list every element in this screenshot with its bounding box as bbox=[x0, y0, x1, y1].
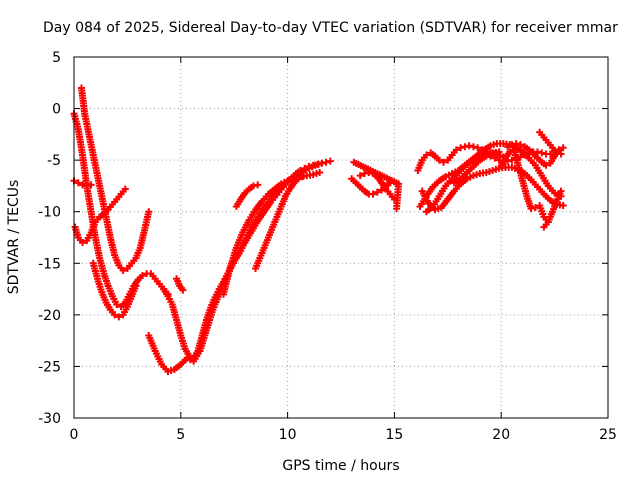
plot-frame bbox=[73, 56, 609, 419]
data-point bbox=[512, 140, 520, 148]
data-point bbox=[326, 157, 334, 165]
data-point bbox=[474, 144, 482, 152]
data-point bbox=[296, 166, 304, 174]
series-track-14 bbox=[350, 158, 403, 213]
data-point bbox=[145, 208, 153, 216]
y-tick-label: -10 bbox=[38, 205, 61, 221]
series-track-22 bbox=[536, 128, 565, 158]
data-point bbox=[249, 182, 257, 190]
data-point bbox=[452, 146, 460, 154]
x-tick-label: 0 bbox=[70, 427, 79, 443]
data-point bbox=[457, 144, 465, 152]
x-tick-label: 5 bbox=[176, 427, 185, 443]
axis-ticks: 0 5 10 15 20 25 -30 -25 -20 -15 -10 -5 0 5 bbox=[38, 50, 617, 443]
data-point bbox=[538, 149, 546, 157]
data-point bbox=[132, 282, 140, 290]
data-point bbox=[115, 313, 123, 321]
series-track-5 bbox=[89, 259, 140, 321]
data-point bbox=[534, 148, 542, 156]
data-point bbox=[121, 185, 129, 193]
data-point bbox=[542, 161, 550, 169]
data-point bbox=[309, 161, 317, 169]
data-point bbox=[299, 173, 307, 181]
data-point bbox=[74, 179, 82, 187]
series-track-18 bbox=[422, 149, 507, 216]
data-point bbox=[301, 164, 309, 172]
data-point bbox=[557, 150, 565, 158]
series-track-11 bbox=[232, 181, 262, 211]
data-point bbox=[322, 158, 330, 166]
series-track-21 bbox=[504, 140, 563, 169]
data-point bbox=[111, 311, 119, 319]
data-point bbox=[559, 202, 567, 210]
data-point bbox=[138, 272, 146, 280]
data-point bbox=[435, 156, 443, 164]
data-point bbox=[516, 141, 524, 149]
series-track-20 bbox=[497, 146, 552, 226]
data-point bbox=[393, 205, 401, 213]
data-point bbox=[79, 181, 87, 189]
data-point bbox=[294, 175, 302, 183]
data-point bbox=[440, 158, 448, 166]
data-point bbox=[465, 142, 473, 150]
data-point bbox=[87, 181, 95, 189]
x-tick-label: 20 bbox=[492, 427, 510, 443]
y-tick-label: -5 bbox=[47, 153, 61, 169]
data-point bbox=[527, 205, 535, 213]
data-point bbox=[179, 286, 187, 294]
data-point bbox=[508, 141, 516, 149]
data-point bbox=[557, 187, 565, 195]
series-track-4 bbox=[77, 84, 153, 275]
series-track-17 bbox=[418, 163, 567, 214]
series-track-23 bbox=[540, 187, 565, 231]
chart-title: Day 084 of 2025, Sidereal Day-to-day VTE… bbox=[43, 20, 618, 36]
y-tick-label: 5 bbox=[52, 50, 61, 66]
series-track-19 bbox=[450, 148, 503, 187]
series-track-10 bbox=[252, 173, 307, 272]
data-point bbox=[422, 151, 430, 159]
data-point bbox=[314, 160, 322, 168]
y-tick-label: -25 bbox=[38, 359, 61, 375]
data-point bbox=[316, 169, 324, 177]
data-point bbox=[553, 149, 561, 157]
y-tick-label: -20 bbox=[38, 308, 61, 324]
data-point bbox=[356, 172, 364, 180]
y-tick-label: -30 bbox=[38, 411, 61, 427]
y-tick-label: 0 bbox=[52, 102, 61, 118]
data-point bbox=[254, 181, 262, 189]
data-point bbox=[461, 143, 469, 151]
x-tick-label: 10 bbox=[279, 427, 297, 443]
data-point bbox=[495, 148, 503, 156]
data-point bbox=[369, 190, 377, 198]
series-track-13 bbox=[356, 169, 398, 203]
data-point bbox=[491, 154, 499, 162]
data-point bbox=[504, 143, 512, 151]
data-point bbox=[360, 170, 368, 178]
data-point bbox=[119, 267, 127, 275]
y-axis-label: SDTVAR / TECUs bbox=[6, 180, 22, 295]
data-point bbox=[79, 239, 87, 247]
y-tick-label: -15 bbox=[38, 256, 61, 272]
data-point bbox=[373, 188, 381, 196]
data-point bbox=[305, 162, 313, 170]
data-point bbox=[559, 144, 567, 152]
data-point bbox=[318, 159, 326, 167]
series-track-2 bbox=[70, 110, 172, 311]
x-axis-label: GPS time / hours bbox=[282, 458, 399, 474]
data-point bbox=[83, 182, 91, 190]
series-track-8 bbox=[173, 275, 187, 294]
x-tick-label: 25 bbox=[599, 427, 617, 443]
data-marks bbox=[70, 84, 567, 376]
x-tick-label: 15 bbox=[385, 427, 403, 443]
data-point bbox=[113, 301, 121, 309]
data-point bbox=[469, 143, 477, 151]
